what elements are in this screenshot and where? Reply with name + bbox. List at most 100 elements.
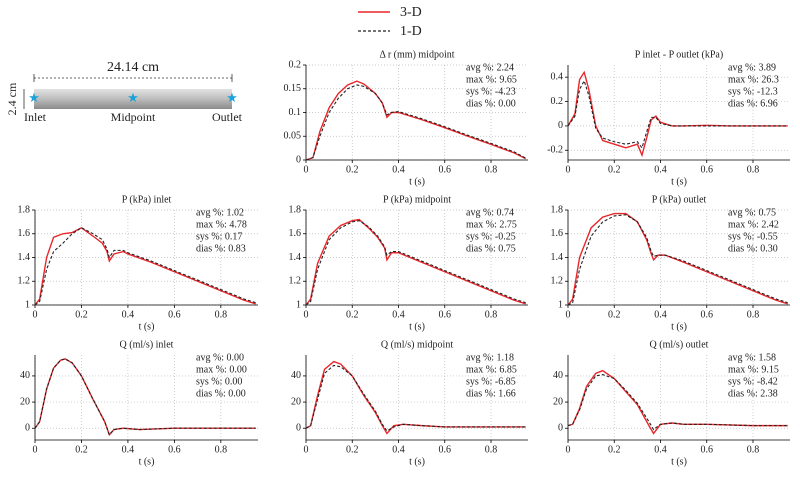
y-tick-label: 1.8 bbox=[18, 204, 31, 215]
y-tick-label: 1.8 bbox=[289, 204, 302, 215]
y-tick-label: 0 bbox=[296, 423, 301, 434]
x-tick-label: 0.8 bbox=[747, 164, 760, 175]
y-tick-label: 1.2 bbox=[289, 276, 302, 287]
x-tick-label: 0.2 bbox=[608, 164, 621, 175]
error-annotation: dias %: 0.00 bbox=[196, 388, 246, 399]
x-tick-label: 0.8 bbox=[215, 309, 228, 320]
x-tick-label: 0 bbox=[304, 164, 309, 175]
x-tick-label: 0.2 bbox=[608, 309, 621, 320]
error-annotation: avg %: 0.00 bbox=[196, 352, 244, 363]
y-tick-label: 1.6 bbox=[18, 228, 31, 239]
y-tick-label: 0.2 bbox=[289, 59, 302, 70]
probe-star: ★ bbox=[127, 90, 139, 105]
y-tick-label: 40 bbox=[291, 370, 301, 381]
y-tick-label: -0.2 bbox=[547, 145, 563, 156]
error-annotation: max %: 2.75 bbox=[466, 219, 517, 230]
x-tick-label: 0.8 bbox=[485, 309, 498, 320]
x-axis-label: t (s) bbox=[671, 321, 687, 332]
y-tick-label: 0.4 bbox=[551, 71, 564, 82]
subplot: P (kPa) midpoint 1 1.2 1.4 1.6 1.8 0 0.2 0.4 0.6 0… bbox=[289, 194, 528, 332]
diameter-label: 2.4 cm bbox=[5, 82, 19, 115]
x-axis-label: t (s) bbox=[409, 456, 425, 467]
y-tick-label: 1.8 bbox=[551, 204, 564, 215]
x-tick-label: 0 bbox=[304, 309, 309, 320]
x-tick-label: 0.8 bbox=[747, 309, 760, 320]
error-annotation: sys %: -12.3 bbox=[728, 86, 778, 97]
x-tick-label: 0.4 bbox=[122, 444, 135, 455]
x-tick-label: 0.2 bbox=[346, 444, 359, 455]
x-tick-label: 0.6 bbox=[701, 444, 714, 455]
subplot: P (kPa) inlet 1 1.2 1.4 1.6 1.8 0 0.2 0.4 0.6 0.8 t… bbox=[18, 194, 258, 332]
x-axis-label: t (s) bbox=[139, 456, 155, 467]
series-line bbox=[305, 84, 526, 161]
error-annotation: avg %: 1.02 bbox=[196, 207, 244, 218]
error-annotation: max %: 6.85 bbox=[466, 364, 517, 375]
location-label: Outlet bbox=[212, 110, 243, 124]
y-tick-label: 0 bbox=[296, 154, 301, 165]
error-annotation: sys %: 0.00 bbox=[196, 376, 242, 387]
x-tick-label: 0.8 bbox=[215, 444, 228, 455]
x-axis-label: t (s) bbox=[671, 456, 687, 467]
x-tick-label: 0.2 bbox=[346, 164, 359, 175]
subplot-title: P (kPa) outlet bbox=[652, 194, 707, 205]
y-tick-label: 1.2 bbox=[551, 276, 564, 287]
x-tick-label: 0.4 bbox=[654, 309, 667, 320]
series-line bbox=[567, 214, 788, 306]
x-axis-label: t (s) bbox=[409, 176, 425, 187]
x-tick-label: 0.6 bbox=[168, 444, 181, 455]
x-tick-label: 0.4 bbox=[392, 444, 405, 455]
x-tick-label: 0.6 bbox=[439, 309, 452, 320]
error-annotation: sys %: -0.25 bbox=[466, 231, 516, 242]
y-tick-label: 20 bbox=[20, 396, 30, 407]
series-line bbox=[34, 227, 256, 306]
x-tick-label: 0.2 bbox=[75, 309, 88, 320]
x-tick-label: 0.6 bbox=[701, 164, 714, 175]
x-tick-label: 0.6 bbox=[439, 444, 452, 455]
error-annotation: dias %: 0.30 bbox=[728, 243, 778, 254]
y-tick-label: 20 bbox=[291, 396, 301, 407]
error-annotation: sys %: 0.17 bbox=[196, 231, 242, 242]
y-tick-label: 1.6 bbox=[289, 228, 302, 239]
series-line bbox=[305, 364, 526, 432]
x-tick-label: 0.6 bbox=[701, 309, 714, 320]
y-tick-label: 0.15 bbox=[284, 83, 302, 94]
error-annotation: avg %: 2.24 bbox=[466, 62, 514, 73]
y-tick-label: 1 bbox=[25, 299, 30, 310]
y-tick-label: 1.4 bbox=[18, 252, 31, 263]
legend-label: 1-D bbox=[400, 24, 422, 39]
error-annotation: max %: 2.42 bbox=[728, 219, 779, 230]
y-tick-label: 1.4 bbox=[289, 252, 302, 263]
x-tick-label: 0.2 bbox=[608, 444, 621, 455]
y-tick-label: 40 bbox=[20, 370, 30, 381]
y-tick-label: 40 bbox=[553, 370, 563, 381]
error-annotation: dias %: 6.96 bbox=[728, 98, 778, 109]
x-tick-label: 0 bbox=[566, 444, 571, 455]
location-label: Inlet bbox=[24, 110, 47, 124]
location-label: Midpoint bbox=[111, 110, 156, 124]
legend: 3-D 1-D bbox=[358, 5, 422, 39]
subplot: Q (ml/s) outlet 0 20 40 0 0.2 0.4 0.6 0.8 t (s) av… bbox=[553, 339, 790, 467]
subplot-title: Q (ml/s) midpoint bbox=[381, 339, 453, 350]
x-tick-label: 0.6 bbox=[168, 309, 181, 320]
error-annotation: max %: 26.3 bbox=[728, 74, 779, 85]
error-annotation: avg %: 1.58 bbox=[728, 352, 776, 363]
subplot-title: Q (ml/s) inlet bbox=[120, 339, 174, 350]
x-tick-label: 0 bbox=[566, 164, 571, 175]
x-tick-label: 0 bbox=[33, 444, 38, 455]
subplot: Δ r (mm) midpoint 0 0.05 0.1 0.15 0.2 0 0.2 0.4 0… bbox=[284, 49, 528, 187]
legend-label: 3-D bbox=[400, 5, 422, 20]
x-tick-label: 0 bbox=[33, 309, 38, 320]
error-annotation: avg %: 3.89 bbox=[728, 62, 776, 73]
x-tick-label: 0.2 bbox=[75, 444, 88, 455]
y-tick-label: 1.6 bbox=[551, 228, 564, 239]
x-axis-label: t (s) bbox=[139, 321, 155, 332]
y-tick-label: 1 bbox=[296, 299, 301, 310]
subplot-title: P inlet - P outlet (kPa) bbox=[635, 49, 723, 60]
x-tick-label: 0.6 bbox=[439, 164, 452, 175]
x-tick-label: 0.4 bbox=[392, 164, 405, 175]
x-axis-label: t (s) bbox=[671, 176, 687, 187]
error-annotation: sys %: -4.23 bbox=[466, 86, 516, 97]
error-annotation: dias %: 1.66 bbox=[466, 388, 516, 399]
error-annotation: max %: 4.78 bbox=[196, 219, 247, 230]
x-tick-label: 0.4 bbox=[654, 164, 667, 175]
